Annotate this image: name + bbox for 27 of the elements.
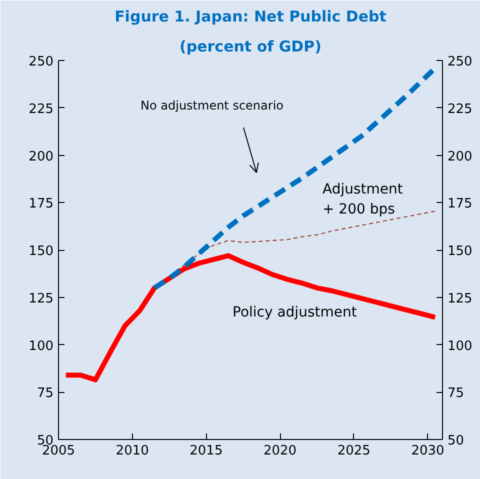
x-tick-label: 2010: [116, 444, 149, 458]
y-tick-label: 175: [28, 196, 54, 212]
chart-title: Figure 1. Japan: Net Public Debt: [114, 8, 386, 26]
y-tick-label: 250: [28, 54, 54, 70]
x-tick-label: 2020: [263, 444, 297, 458]
y2-tick-label: 50: [448, 434, 464, 448]
y2-tick-label: 225: [448, 102, 472, 117]
series-label: Adjustment + 200 bps: [322, 182, 404, 218]
y2-tick-label: 150: [448, 244, 472, 259]
y-tick-label: 75: [36, 386, 54, 402]
y-tick-label: 150: [28, 244, 54, 259]
series-label: Policy adjustment: [232, 304, 358, 320]
y2-tick-label: 100: [448, 338, 472, 354]
chart-subtitle: (percent of GDP): [180, 38, 322, 56]
y2-tick-label: 125: [448, 291, 472, 306]
y2-tick-label: 200: [448, 149, 472, 164]
y2-tick-label: 175: [448, 196, 472, 212]
x-tick-label: 2025: [337, 444, 370, 458]
annotation: No adjustment scenario: [140, 98, 284, 112]
y-tick-label: 100: [28, 338, 54, 354]
y2-tick-label: 75: [448, 386, 464, 402]
y-tick-label: 125: [28, 291, 54, 306]
x-tick-label: 2015: [190, 444, 223, 458]
y-tick-label: 200: [28, 149, 54, 164]
x-tick-label: 2030: [411, 444, 444, 458]
y2-tick-label: 250: [448, 54, 472, 70]
y-tick-label: 225: [28, 102, 54, 117]
